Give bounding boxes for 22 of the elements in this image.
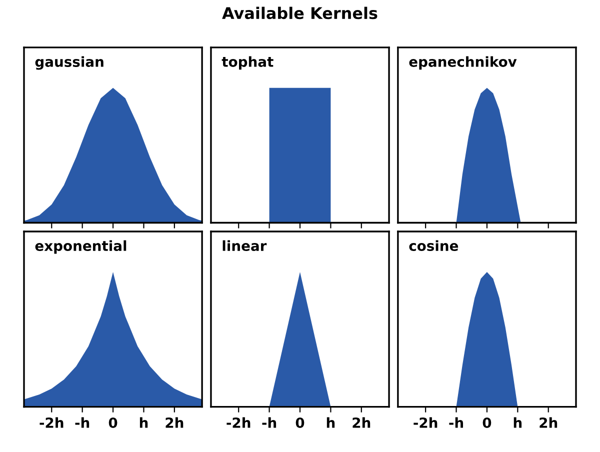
text: Available Kernels [222, 6, 378, 20]
x-tick-label: 2h [540, 417, 558, 428]
chart-title: cosine [409, 240, 458, 252]
x-tick-label: -h [449, 417, 464, 428]
x-tick-label: h [326, 417, 335, 428]
chart-title: epanechnikov [409, 56, 517, 70]
x-tick-label: -h [262, 417, 276, 428]
chart-title: gaussian [35, 56, 104, 70]
chart-title: exponential [35, 240, 126, 254]
x-tick-label: h [514, 417, 522, 428]
chart-title: linear [222, 240, 267, 252]
chart-title: tophat [222, 56, 274, 70]
x-tick-label: 0 [296, 417, 304, 428]
x-tick-label: -2h [226, 417, 250, 428]
x-tick-label: -2h [40, 417, 64, 428]
x-tick-label: 2h [352, 417, 370, 428]
x-tick-label: -2h [414, 417, 438, 428]
x-tick-label: h [140, 417, 148, 428]
x-tick-label: 0 [482, 417, 492, 428]
x-tick-label: 2h [166, 417, 184, 428]
x-tick-label: -h [75, 417, 90, 428]
x-tick-label: 0 [108, 417, 118, 428]
